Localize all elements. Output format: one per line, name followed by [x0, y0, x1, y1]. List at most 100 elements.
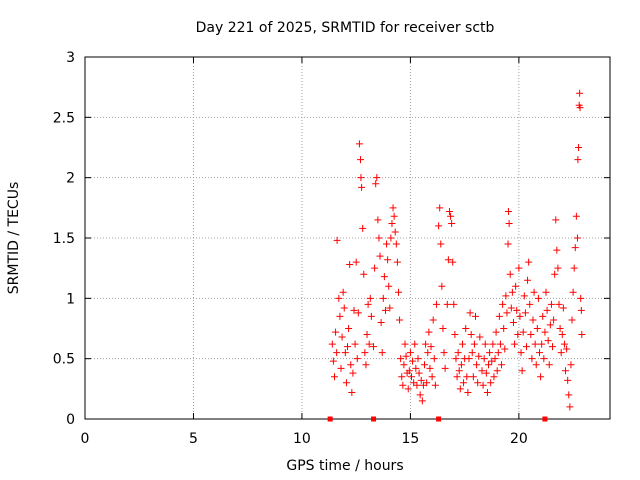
y-tick-label: 2	[66, 171, 75, 187]
data-point	[377, 318, 385, 326]
data-point	[362, 361, 370, 369]
data-point	[440, 349, 448, 357]
data-point	[522, 343, 530, 351]
data-point	[404, 385, 412, 393]
data-point	[333, 236, 341, 244]
data-point	[458, 340, 466, 348]
data-point	[574, 156, 582, 164]
data-point	[540, 355, 548, 363]
data-point	[360, 270, 368, 278]
data-point	[347, 361, 355, 369]
data-point	[387, 234, 395, 242]
data-point	[374, 216, 382, 224]
data-point	[415, 369, 423, 377]
data-point	[470, 340, 478, 348]
data-point	[412, 364, 420, 372]
data-point	[473, 361, 481, 369]
data-point	[511, 340, 519, 348]
data-point	[379, 294, 387, 302]
data-point	[443, 300, 451, 308]
data-point	[533, 325, 541, 332]
data-point	[507, 304, 515, 312]
data-point	[569, 288, 577, 296]
data-point	[577, 306, 585, 314]
data-point	[371, 264, 379, 272]
y-tick-label: 0.5	[53, 352, 75, 368]
data-point	[577, 294, 585, 302]
data-point	[491, 355, 499, 363]
data-point	[354, 309, 362, 317]
data-point	[521, 309, 529, 317]
data-point	[486, 349, 494, 357]
data-point	[342, 379, 350, 387]
data-point	[350, 306, 358, 314]
data-point	[353, 355, 361, 363]
x-axis-marker	[327, 416, 333, 422]
data-point	[397, 355, 405, 363]
data-point	[557, 349, 565, 357]
data-point	[474, 379, 482, 387]
data-point	[553, 246, 561, 254]
data-point	[566, 403, 574, 411]
data-point	[390, 212, 398, 220]
data-point	[437, 240, 445, 248]
data-point	[423, 379, 431, 387]
data-point	[396, 316, 404, 324]
data-point	[499, 300, 507, 308]
y-axis-label: SRMTID / TECUs	[6, 182, 22, 295]
data-point	[545, 361, 553, 369]
data-point	[555, 300, 563, 308]
data-point	[359, 224, 367, 232]
data-point	[341, 349, 349, 357]
data-point	[462, 325, 470, 332]
data-point	[375, 234, 383, 242]
data-point	[330, 373, 338, 381]
data-point	[373, 174, 381, 182]
data-point	[456, 385, 464, 393]
data-point	[422, 340, 430, 348]
data-point	[515, 264, 523, 272]
data-point	[436, 204, 444, 212]
data-point	[431, 381, 439, 389]
data-point	[514, 331, 522, 339]
data-point	[339, 288, 347, 296]
data-point	[573, 234, 581, 242]
x-tick-label: 20	[510, 431, 528, 447]
data-point	[465, 355, 473, 363]
data-point	[428, 373, 436, 381]
x-axis-marker	[436, 416, 442, 422]
grid-lines	[85, 57, 610, 419]
data-point	[546, 321, 554, 329]
data-point	[411, 340, 419, 348]
y-tick-label: 1	[66, 291, 75, 307]
data-point	[570, 264, 578, 272]
data-point	[532, 361, 540, 369]
data-point	[385, 282, 393, 290]
data-point	[455, 367, 463, 375]
data-point	[333, 349, 341, 357]
data-point	[332, 328, 340, 336]
data-point	[492, 328, 500, 336]
data-point	[466, 309, 474, 317]
data-point	[453, 373, 461, 381]
data-point	[575, 144, 583, 151]
data-point	[351, 340, 359, 348]
data-point	[349, 369, 357, 377]
data-point	[508, 288, 516, 296]
data-point	[563, 345, 571, 353]
data-point	[394, 288, 402, 296]
data-point	[463, 373, 471, 381]
data-point	[430, 355, 438, 363]
data-point	[490, 373, 498, 381]
data-point	[457, 361, 465, 369]
data-point	[335, 294, 343, 302]
data-point	[525, 258, 533, 266]
y-tick-label: 3	[66, 50, 75, 66]
data-point	[417, 376, 425, 384]
data-point	[568, 316, 576, 324]
data-point	[564, 376, 572, 384]
data-point	[538, 340, 546, 348]
data-point	[364, 300, 372, 308]
data-point	[444, 256, 452, 264]
